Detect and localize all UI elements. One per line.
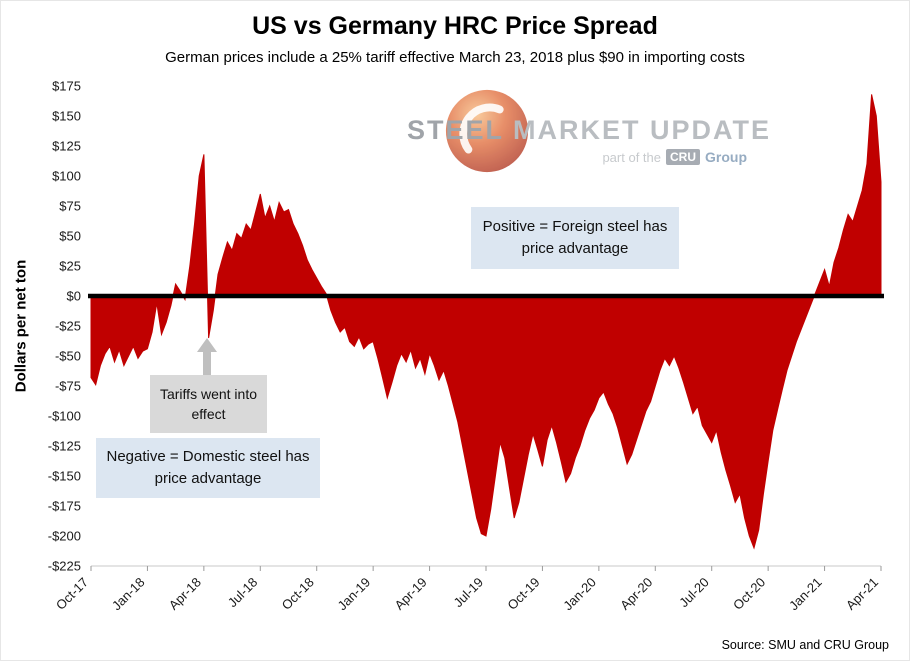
arrow-stem: [203, 352, 211, 375]
x-axis-tick-label: Jul-19: [450, 575, 486, 611]
x-axis-tick-label: Oct-18: [279, 575, 317, 613]
spread-area-series: [90, 94, 882, 550]
chart-subtitle: German prices include a 25% tariff effec…: [165, 49, 745, 66]
arrow-up-icon: [197, 338, 217, 375]
y-axis-tick-label: -$100: [48, 409, 81, 424]
x-axis-tick-label: Apr-18: [166, 575, 204, 613]
x-axis-tick-label: Jan-18: [109, 575, 148, 614]
source-note: Source: SMU and CRU Group: [721, 638, 889, 652]
x-axis-tick-label: Oct-17: [53, 575, 91, 613]
y-axis-tick-label: -$150: [48, 469, 81, 484]
x-axis-tick-label: Jan-21: [786, 575, 825, 614]
y-axis-tick-label: $25: [59, 259, 81, 274]
x-axis-tick-label: Jan-20: [560, 575, 599, 614]
x-axis-tick-label: Apr-21: [843, 575, 881, 613]
negative-spread-annotation: Negative = Domestic steel has price adva…: [96, 438, 320, 498]
x-axis-tick-label: Apr-20: [617, 575, 655, 613]
y-axis-tick-label: -$225: [48, 559, 81, 574]
tariffs-effect-annotation: Tariffs went into effect: [150, 375, 267, 433]
x-axis-tick-label: Oct-20: [730, 575, 768, 613]
chart-title: US vs Germany HRC Price Spread: [252, 12, 658, 40]
x-axis-tick-label: Jul-18: [225, 575, 261, 611]
y-axis-tick-label: $150: [52, 109, 81, 124]
y-axis-tick-label: -$175: [48, 499, 81, 514]
y-axis-tick-label: $125: [52, 139, 81, 154]
y-axis-tick-label: -$50: [55, 349, 81, 364]
y-axis-tick-label: -$125: [48, 439, 81, 454]
y-axis-tick-label: $175: [52, 79, 81, 94]
x-axis-tick-label: Oct-19: [504, 575, 542, 613]
x-axis-tick-label: Jan-19: [335, 575, 374, 614]
positive-spread-annotation: Positive = Foreign steel has price advan…: [471, 207, 679, 269]
arrow-head: [197, 338, 217, 352]
y-axis-tick-label: $50: [59, 229, 81, 244]
y-axis-tick-label: -$25: [55, 319, 81, 334]
y-axis-tick-label: $100: [52, 169, 81, 184]
x-axis-tick-label: Apr-19: [391, 575, 429, 613]
y-axis-tick-label: $75: [59, 199, 81, 214]
y-axis-tick-label: -$200: [48, 529, 81, 544]
x-axis-tick-label: Jul-20: [676, 575, 712, 611]
y-axis-tick-label: $0: [67, 289, 81, 304]
y-axis-tick-label: -$75: [55, 379, 81, 394]
